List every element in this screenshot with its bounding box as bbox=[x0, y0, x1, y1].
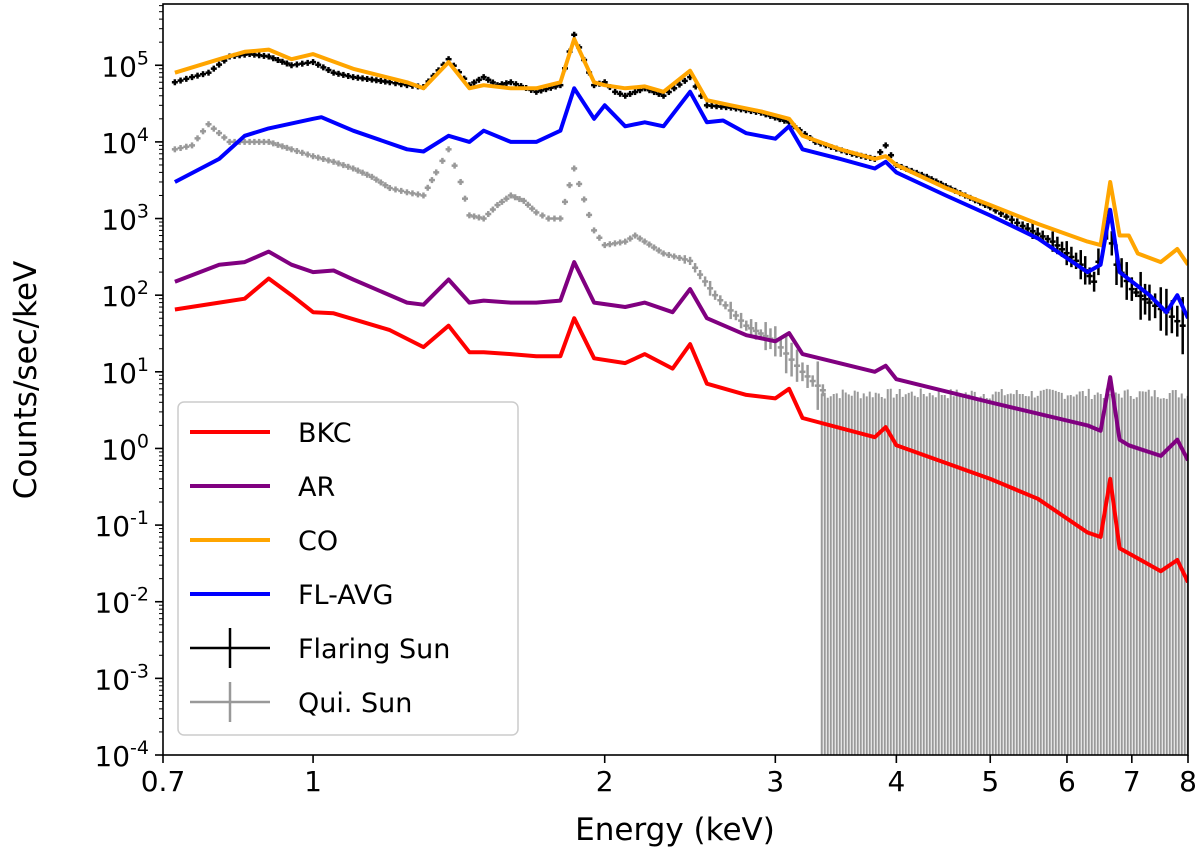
y-axis-label: Counts/sec/keV bbox=[8, 261, 44, 500]
y-tick-label: 102 bbox=[101, 277, 149, 313]
x-tick-label: 3 bbox=[766, 765, 784, 798]
legend-label-qui-sun: Qui. Sun bbox=[298, 688, 412, 719]
y-tick-label: 10-2 bbox=[94, 584, 149, 620]
x-tick-label: 5 bbox=[981, 765, 999, 798]
x-tick-label: 7 bbox=[1123, 765, 1141, 798]
series-fl-avg-line bbox=[173, 86, 1188, 320]
series-co-line bbox=[174, 37, 1188, 266]
x-axis-label: Energy (keV) bbox=[575, 812, 775, 848]
y-tick-label: 101 bbox=[101, 354, 149, 390]
x-tick-label: 2 bbox=[596, 765, 614, 798]
x-tick-label: 1 bbox=[304, 765, 322, 798]
legend-label-ar: AR bbox=[298, 472, 335, 503]
legend-label-co: CO bbox=[298, 526, 338, 557]
series-bkc-line bbox=[174, 276, 1188, 584]
y-tick-label: 105 bbox=[101, 47, 149, 83]
y-tick-label: 10-4 bbox=[94, 737, 149, 773]
y-tick-label: 104 bbox=[101, 124, 149, 160]
y-tick-label: 103 bbox=[101, 201, 149, 237]
x-tick-label: 6 bbox=[1058, 765, 1076, 798]
y-tick-label: 10-3 bbox=[94, 660, 149, 696]
y-tick-label: 10-1 bbox=[94, 507, 149, 543]
legend-label-flaring-sun: Flaring Sun bbox=[298, 634, 450, 665]
series-qui-sun bbox=[171, 121, 1188, 755]
x-tick-label: 4 bbox=[887, 765, 905, 798]
series-ar-line bbox=[174, 249, 1188, 462]
x-tick-label: 8 bbox=[1179, 765, 1197, 798]
x-tick-label: 0.7 bbox=[141, 765, 186, 798]
y-tick-label: 100 bbox=[101, 430, 149, 466]
legend-label-fl-avg: FL-AVG bbox=[298, 580, 393, 611]
plot-marks bbox=[171, 31, 1188, 755]
legend: Qui. Sun Flaring Sun BKC AR CO FL-AVG bbox=[177, 401, 519, 736]
legend-label-bkc: BKC bbox=[298, 418, 352, 449]
